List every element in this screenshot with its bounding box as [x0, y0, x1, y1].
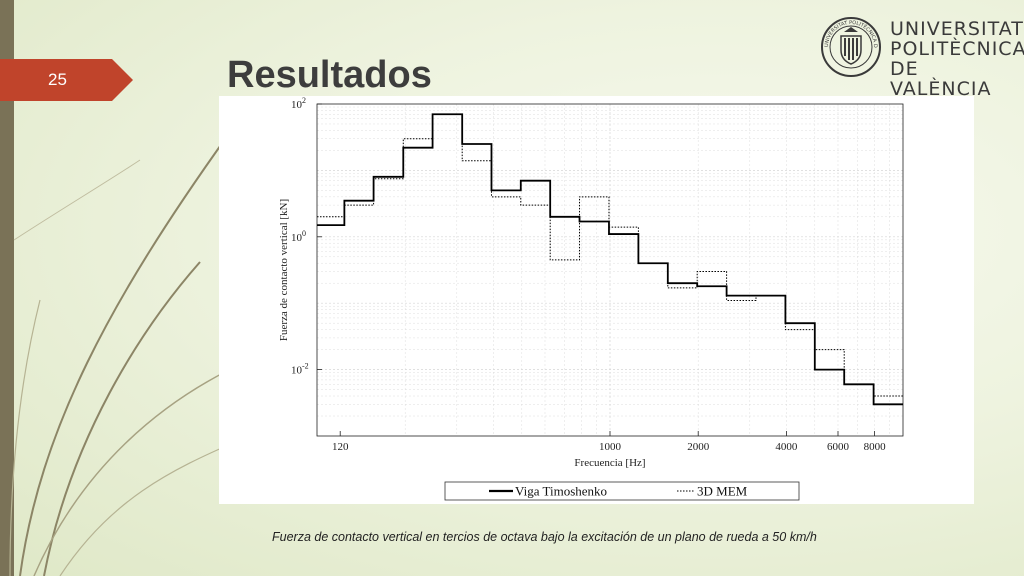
slide-number-badge: 25 — [0, 59, 133, 101]
legend-entry-3d-mem: 3D MEM — [697, 484, 748, 499]
series-line-3d-mem — [317, 113, 903, 397]
decorative-grass-lines — [9, 134, 251, 576]
slide-number: 25 — [48, 70, 67, 89]
left-sidebar-strip — [0, 0, 14, 576]
chart-figure: 120 1000 2000 4000 6000 8000 102 100 10-2 Frecu… — [219, 96, 974, 504]
chart-series — [317, 113, 903, 406]
logo-line-1: UNIVERSITAT — [890, 18, 1024, 40]
y-tick-label: 10-2 — [291, 362, 309, 377]
x-tick-label: 4000 — [775, 441, 798, 453]
logo-line-2: POLITÈCNICA — [890, 38, 1024, 60]
legend-entry-viga-timoshenko: Viga Timoshenko — [515, 484, 607, 499]
university-logo: UNIVERSITAT POLITÈCNICA DE VALÈNCIA UNIV… — [820, 16, 1024, 99]
university-name: UNIVERSITAT POLITÈCNICA DE VALÈNCIA — [890, 19, 1024, 99]
university-seal-icon: UNIVERSITAT POLITÈCNICA DE VALÈNCIA — [820, 16, 881, 77]
logo-line-3: DE VALÈNCIA — [890, 58, 992, 100]
y-tick-exponent: -2 — [302, 362, 309, 371]
x-tick-label: 120 — [332, 441, 349, 453]
x-axis-label: Frecuencia [Hz] — [574, 457, 645, 469]
x-tick-label: 1000 — [599, 441, 622, 453]
y-tick-label: 102 — [291, 96, 306, 111]
y-tick-exponent: 0 — [302, 229, 306, 238]
legend-box — [444, 481, 800, 501]
slide-title: Resultados — [227, 54, 432, 96]
x-axis-ticks: 120 1000 2000 4000 6000 8000 — [332, 431, 886, 453]
x-tick-label: 2000 — [687, 441, 710, 453]
force-spectrum-chart: 120 1000 2000 4000 6000 8000 102 100 10-2 Frecu… — [278, 96, 904, 501]
y-axis-label: Fuerza de contacto vertical [kN] — [278, 199, 290, 341]
x-tick-label: 6000 — [827, 441, 850, 453]
chart-gridlines — [317, 104, 903, 436]
x-tick-label: 8000 — [864, 441, 887, 453]
figure-caption: Fuerza de contacto vertical en tercios d… — [272, 530, 817, 544]
chart-legend: Viga Timoshenko 3D MEM — [444, 481, 800, 501]
y-tick-label: 100 — [291, 229, 306, 244]
y-tick-exponent: 2 — [302, 96, 306, 105]
